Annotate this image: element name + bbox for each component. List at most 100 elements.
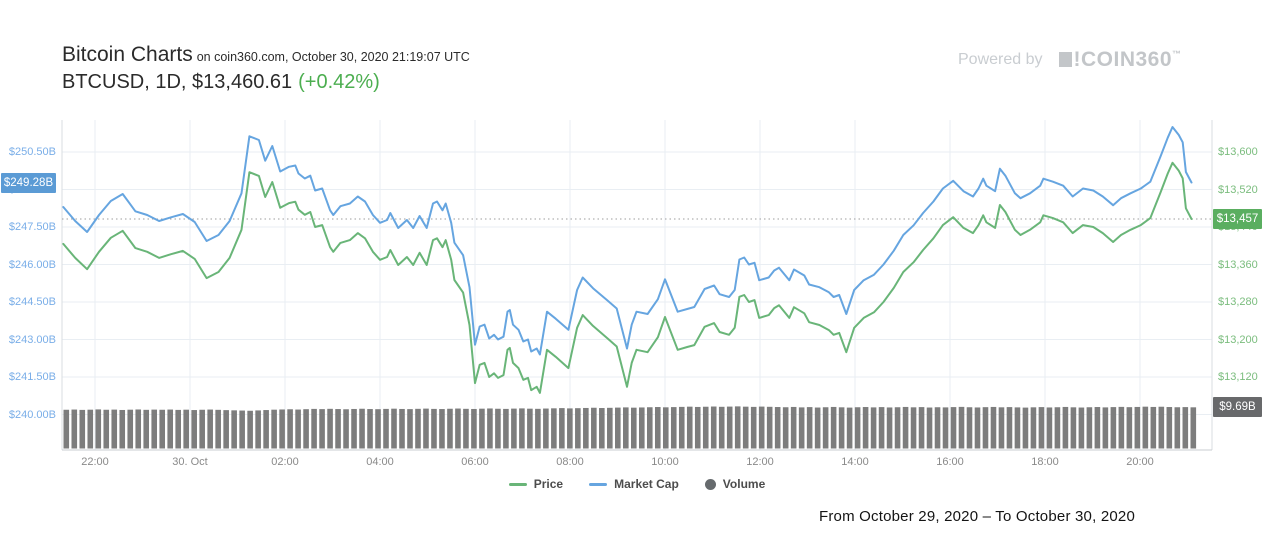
- volume-bar: [734, 406, 741, 449]
- powered-by-block: Powered by !COIN360 ™: [958, 48, 1182, 72]
- powered-by-label: Powered by: [958, 51, 1043, 68]
- legend-item-price[interactable]: Price: [508, 477, 563, 491]
- x-axis-tick-label: 06:00: [461, 456, 489, 468]
- left-axis-tick-label: $247.50B: [8, 221, 56, 233]
- current-price-badge: $13,457: [1213, 209, 1262, 230]
- volume-bar: [167, 409, 174, 449]
- volume-bar: [1174, 407, 1181, 449]
- volume-bar: [567, 408, 573, 449]
- volume-bar: [934, 407, 941, 449]
- volume-bar: [654, 407, 661, 449]
- volume-bar: [87, 409, 94, 449]
- volume-bar: [726, 406, 733, 449]
- volume-bar: [583, 407, 589, 449]
- volume-bar: [694, 406, 701, 449]
- left-axis-tick-label: $240.00B: [8, 408, 56, 421]
- coin360-logo[interactable]: !COIN360 ™: [1058, 48, 1182, 72]
- coin360-logo-text: !COIN360: [1073, 48, 1173, 71]
- volume-bar: [886, 407, 893, 449]
- volume-bar: [559, 408, 565, 449]
- volume-bar: [95, 409, 102, 449]
- volume-bar: [527, 408, 533, 449]
- volume-bar: [263, 410, 269, 449]
- volume-bar: [255, 410, 261, 449]
- current-marketcap-badge: $249.28B: [1, 172, 56, 193]
- coin360-logo-block-icon: [1058, 52, 1072, 67]
- x-axis-tick-label: 14:00: [841, 456, 869, 468]
- volume-bar: [375, 409, 381, 449]
- marketcap-line: [62, 126, 1193, 356]
- volume-bar: [1030, 407, 1037, 449]
- volume-bar: [670, 407, 677, 449]
- volume-bar: [487, 408, 493, 449]
- volume-bar: [806, 407, 813, 449]
- coin360-trademark: ™: [1172, 49, 1182, 59]
- volume-bar: [766, 406, 773, 449]
- chart-title-row: Bitcoin Charts on coin360.com, October 30…: [62, 42, 470, 68]
- volume-bar: [958, 406, 965, 449]
- change-percent: (+0.42%): [298, 71, 380, 94]
- volume-bar: [838, 407, 845, 449]
- volume-bar: [742, 406, 749, 449]
- volume-bar: [543, 408, 549, 449]
- volume-bar: [207, 409, 213, 449]
- volume-bar: [159, 409, 166, 449]
- volume-bar: [822, 407, 829, 449]
- volume-bar: [1038, 407, 1045, 449]
- volume-bar: [774, 407, 781, 449]
- x-axis-tick-label: 22:00: [81, 456, 109, 468]
- volume-bar: [119, 409, 126, 449]
- volume-bar: [1134, 406, 1141, 449]
- left-axis-tick-label: $246.00B: [8, 258, 56, 271]
- volume-bar: [623, 407, 629, 449]
- volume-bar: [1102, 407, 1109, 449]
- volume-bar: [367, 409, 373, 449]
- volume-bar: [327, 408, 333, 449]
- right-axis-tick-label: $13,360: [1218, 258, 1258, 271]
- volume-bar: [383, 408, 389, 449]
- volume-bar: [191, 410, 197, 449]
- legend-volume-label: Volume: [722, 477, 766, 491]
- volume-bar: [926, 407, 933, 449]
- chart-legend: Price Market Cap Volume: [62, 477, 1212, 491]
- volume-bar: [1070, 407, 1077, 449]
- volume-bar: [678, 406, 685, 449]
- volume-bar: [1142, 406, 1149, 449]
- volume-bar: [982, 407, 989, 449]
- volume-bar: [750, 406, 757, 449]
- volume-bar: [239, 410, 245, 449]
- volume-bar: [447, 408, 453, 449]
- volume-bar: [231, 410, 237, 449]
- volume-bar: [998, 407, 1005, 449]
- volume-bar: [1046, 407, 1053, 449]
- volume-bar: [591, 407, 597, 449]
- volume-bar: [1166, 407, 1173, 449]
- volume-bar: [902, 406, 909, 449]
- volume-bar: [702, 406, 709, 449]
- volume-bar: [223, 410, 229, 449]
- volume-bar: [1126, 407, 1133, 449]
- volume-bar: [551, 408, 557, 449]
- legend-item-marketcap[interactable]: Market Cap: [589, 477, 679, 491]
- volume-bar: [303, 409, 309, 449]
- volume-bar: [966, 407, 973, 449]
- volume-bar: [646, 407, 653, 449]
- volume-bar: [471, 408, 477, 449]
- volume-bar: [950, 407, 957, 449]
- volume-bar: [343, 409, 349, 449]
- x-axis-tick-label: 02:00: [271, 456, 299, 468]
- volume-bar: [990, 406, 997, 449]
- volume-bar: [351, 408, 357, 449]
- marketcap-line-swatch-icon: [589, 482, 608, 486]
- volume-bar: [463, 408, 469, 449]
- volume-bar: [175, 409, 181, 449]
- volume-bar: [870, 407, 877, 449]
- volume-bar: [1094, 407, 1101, 449]
- volume-bar: [319, 409, 325, 449]
- volume-bar: [1086, 407, 1093, 449]
- legend-item-volume[interactable]: Volume: [704, 477, 766, 491]
- volume-bar: [1078, 407, 1085, 449]
- legend-marketcap-label: Market Cap: [614, 477, 679, 491]
- volume-bar: [662, 407, 669, 449]
